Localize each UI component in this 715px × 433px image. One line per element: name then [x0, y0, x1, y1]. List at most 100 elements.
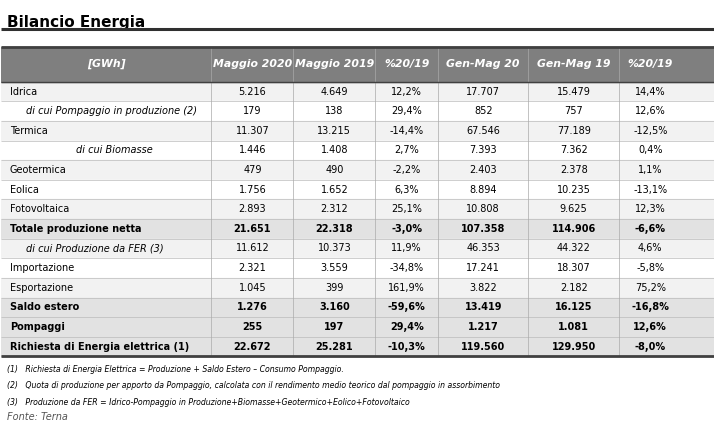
Text: 1.045: 1.045 [239, 283, 266, 293]
Text: -12,5%: -12,5% [633, 126, 667, 136]
Text: -34,8%: -34,8% [390, 263, 424, 273]
Text: Importazione: Importazione [10, 263, 74, 273]
Bar [1, 317, 714, 337]
Bar [1, 219, 714, 239]
Text: di cui Produzione da FER (3): di cui Produzione da FER (3) [26, 243, 164, 253]
Bar [1, 297, 714, 317]
Bar [1, 160, 714, 180]
Text: 15.479: 15.479 [557, 87, 591, 97]
Text: 3.160: 3.160 [319, 302, 350, 312]
Text: di cui Biomasse: di cui Biomasse [77, 145, 153, 155]
Text: 46.353: 46.353 [466, 243, 500, 253]
Text: Totale produzione netta: Totale produzione netta [10, 224, 142, 234]
Text: 0,4%: 0,4% [638, 145, 663, 155]
Text: 2.321: 2.321 [239, 263, 266, 273]
Text: 255: 255 [242, 322, 262, 332]
Text: Fonte: Terna: Fonte: Terna [7, 412, 68, 422]
Text: 13.215: 13.215 [317, 126, 351, 136]
Text: 107.358: 107.358 [461, 224, 506, 234]
Text: Geotermica: Geotermica [10, 165, 66, 175]
Text: Pompaggi: Pompaggi [10, 322, 65, 332]
Text: 3.822: 3.822 [469, 283, 497, 293]
Text: Richiesta di Energia elettrica (1): Richiesta di Energia elettrica (1) [10, 342, 189, 352]
Text: 119.560: 119.560 [461, 342, 506, 352]
Text: 138: 138 [325, 106, 343, 116]
Bar [1, 47, 714, 82]
Text: 18.307: 18.307 [557, 263, 591, 273]
Text: Maggio 2020: Maggio 2020 [213, 59, 292, 69]
Text: 12,3%: 12,3% [635, 204, 666, 214]
Text: 1.217: 1.217 [468, 322, 498, 332]
Text: 179: 179 [243, 106, 262, 116]
Text: 2.893: 2.893 [239, 204, 266, 214]
Text: 25.281: 25.281 [315, 342, 353, 352]
Text: 10.373: 10.373 [317, 243, 351, 253]
Text: 852: 852 [474, 106, 493, 116]
Text: 1,1%: 1,1% [638, 165, 663, 175]
Bar [1, 239, 714, 259]
Text: 2,7%: 2,7% [394, 145, 419, 155]
Text: 5.216: 5.216 [239, 87, 266, 97]
Text: 4,6%: 4,6% [638, 243, 663, 253]
Text: 12,6%: 12,6% [633, 322, 667, 332]
Text: (2)   Quota di produzione per apporto da Pompaggio, calcolata con il rendimento : (2) Quota di produzione per apporto da P… [7, 381, 500, 390]
Text: 29,4%: 29,4% [390, 322, 423, 332]
Text: 77.189: 77.189 [557, 126, 591, 136]
Text: Esportazione: Esportazione [10, 283, 73, 293]
Bar [1, 278, 714, 297]
Text: 25,1%: 25,1% [391, 204, 422, 214]
Text: 1.408: 1.408 [320, 145, 348, 155]
Text: 21.651: 21.651 [234, 224, 271, 234]
Text: -10,3%: -10,3% [388, 342, 425, 352]
Text: 1.652: 1.652 [320, 184, 348, 195]
Text: 114.906: 114.906 [551, 224, 596, 234]
Text: 1.446: 1.446 [239, 145, 266, 155]
Text: [GWh]: [GWh] [87, 59, 126, 69]
Text: Termica: Termica [10, 126, 48, 136]
Text: Fotovoltaica: Fotovoltaica [10, 204, 69, 214]
Text: Idrica: Idrica [10, 87, 37, 97]
Text: Maggio 2019: Maggio 2019 [295, 59, 374, 69]
Text: 11,9%: 11,9% [391, 243, 422, 253]
Text: 12,2%: 12,2% [391, 87, 422, 97]
Text: 8.894: 8.894 [470, 184, 497, 195]
Text: 479: 479 [243, 165, 262, 175]
Text: 197: 197 [324, 322, 345, 332]
Text: -6,6%: -6,6% [635, 224, 666, 234]
Bar [1, 337, 714, 356]
Text: 10.808: 10.808 [466, 204, 500, 214]
Text: 9.625: 9.625 [560, 204, 588, 214]
Text: 2.182: 2.182 [560, 283, 588, 293]
Text: 7.393: 7.393 [469, 145, 497, 155]
Text: %20/19: %20/19 [628, 59, 673, 69]
Text: 490: 490 [325, 165, 343, 175]
Text: 2.312: 2.312 [320, 204, 348, 214]
Text: 12,6%: 12,6% [635, 106, 666, 116]
Text: Gen-Mag 19: Gen-Mag 19 [537, 59, 611, 69]
Text: -8,0%: -8,0% [635, 342, 666, 352]
Text: -13,1%: -13,1% [633, 184, 667, 195]
Text: 13.419: 13.419 [465, 302, 502, 312]
Text: 399: 399 [325, 283, 343, 293]
Text: 1.081: 1.081 [558, 322, 589, 332]
Text: 2.403: 2.403 [469, 165, 497, 175]
Text: -59,6%: -59,6% [388, 302, 425, 312]
Text: -2,2%: -2,2% [393, 165, 420, 175]
Text: 16.125: 16.125 [555, 302, 593, 312]
Text: 3.559: 3.559 [320, 263, 348, 273]
Text: Gen-Mag 20: Gen-Mag 20 [446, 59, 520, 69]
Text: 4.649: 4.649 [320, 87, 348, 97]
Text: (3)   Produzione da FER = Idrico-Pompaggio in Produzione+Biomasse+Geotermico+Eol: (3) Produzione da FER = Idrico-Pompaggio… [7, 397, 410, 407]
Text: -16,8%: -16,8% [631, 302, 669, 312]
Text: 7.362: 7.362 [560, 145, 588, 155]
Text: 11.612: 11.612 [235, 243, 270, 253]
Text: 75,2%: 75,2% [635, 283, 666, 293]
Text: (1)   Richiesta di Energia Elettrica = Produzione + Saldo Estero – Consumo Pompa: (1) Richiesta di Energia Elettrica = Pro… [7, 365, 344, 374]
Bar [1, 121, 714, 141]
Text: 1.756: 1.756 [239, 184, 266, 195]
Bar [1, 101, 714, 121]
Text: 161,9%: 161,9% [388, 283, 425, 293]
Text: di cui Pompaggio in produzione (2): di cui Pompaggio in produzione (2) [26, 106, 197, 116]
Text: 11.307: 11.307 [235, 126, 270, 136]
Bar [1, 200, 714, 219]
